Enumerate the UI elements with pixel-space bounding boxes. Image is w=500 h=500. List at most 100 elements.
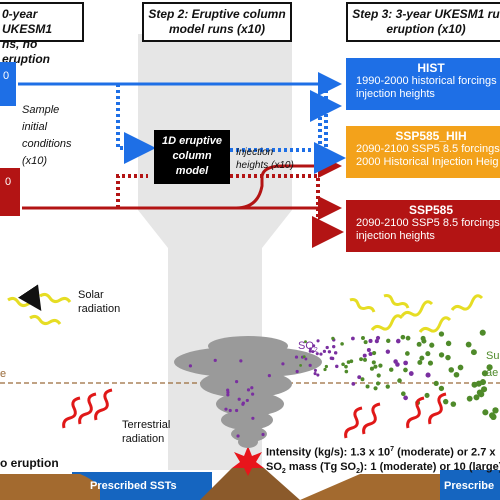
scenario-ssp585-title: SSP585 xyxy=(408,203,454,217)
aerosol-particle xyxy=(417,359,423,365)
aerosol-particle xyxy=(465,341,472,348)
no-eruption-label: o eruption xyxy=(0,456,59,470)
scenario-hist-line1: 1990-2000 historical forcings xyxy=(356,75,497,87)
tropopause-label: e xyxy=(0,368,7,380)
blue-dotted-hist xyxy=(230,90,342,152)
aerosol-particle xyxy=(302,355,306,359)
plume-particle xyxy=(245,398,249,403)
injection-line1: Injection xyxy=(236,147,274,158)
aerosol-particle xyxy=(322,349,327,353)
plume-particle xyxy=(224,407,228,411)
aerosol-particle xyxy=(416,341,422,347)
aerosol-particle xyxy=(363,340,368,345)
intensity-exp: 7 xyxy=(390,446,395,453)
plume-particle xyxy=(226,393,230,397)
scenario-ssp585-hih: SSP585_HIH 2090-2100 SSP5 8.5 forcings 2… xyxy=(346,126,500,178)
plume-particle xyxy=(239,359,243,363)
step3-header-line1: Step 3: 3-year UKESM1 ru xyxy=(352,7,500,21)
aerosol-particle xyxy=(361,336,365,340)
prescribed-ssts-left: Prescribed SSTs xyxy=(90,480,177,492)
aerosol-particle xyxy=(433,380,439,387)
injection-heights-label: Injection heights (x10) xyxy=(236,146,294,172)
aerosol-particle xyxy=(312,344,316,348)
mass-b: mass (Tg SO xyxy=(285,460,357,473)
aerosol-particle xyxy=(389,367,394,372)
plume-particle xyxy=(235,408,239,413)
aerosol-particle xyxy=(486,364,493,371)
plume-particle xyxy=(281,362,285,366)
aerosol-particle xyxy=(357,375,362,380)
model-line2: column xyxy=(172,150,212,162)
aerosol-particle xyxy=(375,335,381,341)
red-dotted-ssp xyxy=(230,174,344,248)
aerosol-particle xyxy=(333,351,338,355)
aerosol-particle xyxy=(332,344,336,349)
aerosol-particle xyxy=(372,350,377,356)
aerosol-particle xyxy=(316,373,320,377)
aerosol-particle xyxy=(438,331,445,337)
intensity-a: Intensity (kg/s): 1.3 x 10 xyxy=(266,446,391,459)
mass-sub: 2 xyxy=(281,467,286,475)
mass-c: ): 1 (moderate) or 10 (large) xyxy=(360,460,500,473)
aerosol-particle xyxy=(420,335,426,341)
aerosol-particle xyxy=(366,347,371,352)
aerosol-particle xyxy=(466,395,473,402)
prescribed-ssts-right: Prescribe xyxy=(444,480,495,492)
aerosol-particle xyxy=(425,372,431,378)
aerosol-particle xyxy=(482,409,489,416)
aerosol-particle xyxy=(438,385,445,392)
so2-particles xyxy=(299,329,499,421)
mass-a: SO xyxy=(266,460,282,473)
aerosol-particle xyxy=(404,351,410,356)
aerosol-particle xyxy=(385,349,391,354)
aerosol-particle xyxy=(405,335,411,341)
plume-particle xyxy=(308,363,312,367)
aerosol-particle xyxy=(315,352,319,356)
aerosol-particle xyxy=(313,368,317,372)
aerosol-particle xyxy=(378,363,383,368)
plume-particle xyxy=(213,358,217,362)
sulfate-label: Su ae xyxy=(486,348,499,382)
aerosol-particle xyxy=(425,351,431,357)
plume-particle xyxy=(237,397,241,401)
plume-particle xyxy=(246,388,251,392)
aerosol-particle xyxy=(360,377,365,382)
plume-particle xyxy=(261,432,265,437)
aerosol-particle xyxy=(362,353,367,358)
aerosol-particle xyxy=(395,362,400,367)
eruption-star xyxy=(232,446,264,476)
scenario-ssp585-line2: injection heights xyxy=(356,230,435,242)
eruptive-column-model-box: 1D eruptive column model xyxy=(154,130,230,184)
aerosol-particle xyxy=(403,360,408,366)
step1-header-line1: 0-year UKESM1 xyxy=(2,7,53,36)
plume-particle xyxy=(250,386,254,390)
aerosol-particle xyxy=(340,342,344,346)
aerosol-particle xyxy=(324,364,329,369)
mass-sub2: 2 xyxy=(356,467,361,475)
aerosol-particle xyxy=(481,370,488,377)
aerosol-particle xyxy=(489,412,496,419)
scenario-hih-title: SSP585_HIH xyxy=(395,129,467,143)
aerosol-particle xyxy=(349,359,354,364)
ground-left xyxy=(0,474,100,500)
aerosol-particle xyxy=(438,352,445,358)
aerosol-particle xyxy=(329,356,333,360)
aerosol-particle xyxy=(480,386,488,393)
aerosol-particle xyxy=(351,382,356,386)
so2-label: SO2 xyxy=(298,340,318,354)
aerosol-particle xyxy=(313,372,317,376)
sample-line2: initial xyxy=(22,121,48,133)
aerosol-particle xyxy=(475,380,482,387)
aerosol-particle xyxy=(351,336,355,341)
plume-particle xyxy=(251,416,255,420)
injection-line2: heights (x10) xyxy=(236,160,294,171)
plume-particle xyxy=(188,364,193,368)
left-red-box-label: 0 xyxy=(4,176,12,188)
aerosol-particle xyxy=(299,363,302,367)
volcano xyxy=(200,468,300,500)
aerosol-particle xyxy=(403,367,408,373)
aerosol-particle xyxy=(478,391,485,398)
step3-header-line2: eruption (x10) xyxy=(386,22,466,36)
aerosol-particle xyxy=(311,350,315,354)
